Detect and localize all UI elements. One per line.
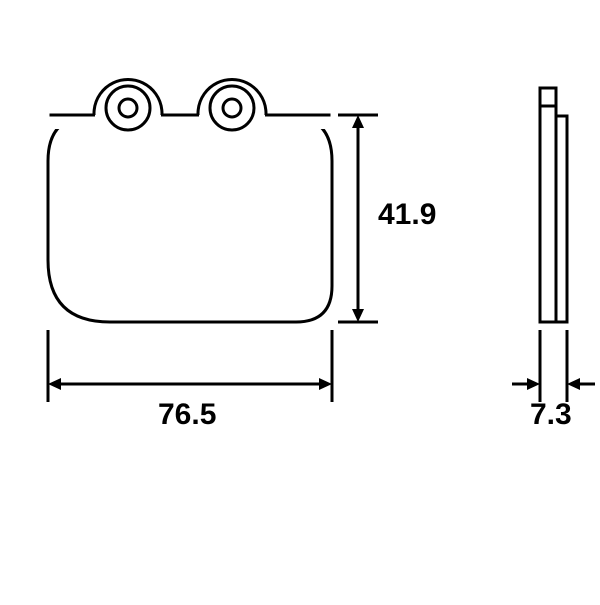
side-backplate — [540, 102, 556, 322]
height-dimension-label: 41.9 — [378, 198, 436, 232]
dimension-thickness — [512, 330, 595, 402]
side-view — [540, 88, 567, 322]
side-friction-pad — [556, 116, 567, 322]
drawing-svg — [0, 0, 600, 600]
dimension-width — [48, 330, 332, 402]
pad-body — [48, 115, 332, 322]
technical-drawing: 41.9 76.5 7.3 — [0, 0, 600, 600]
dimension-height — [338, 115, 378, 322]
thickness-dimension-label: 7.3 — [530, 398, 572, 432]
mounting-hole-1 — [119, 99, 137, 117]
side-lug-tab — [540, 88, 556, 106]
front-view — [48, 80, 332, 322]
width-dimension-label: 76.5 — [158, 398, 216, 432]
mounting-hole-2 — [223, 99, 241, 117]
